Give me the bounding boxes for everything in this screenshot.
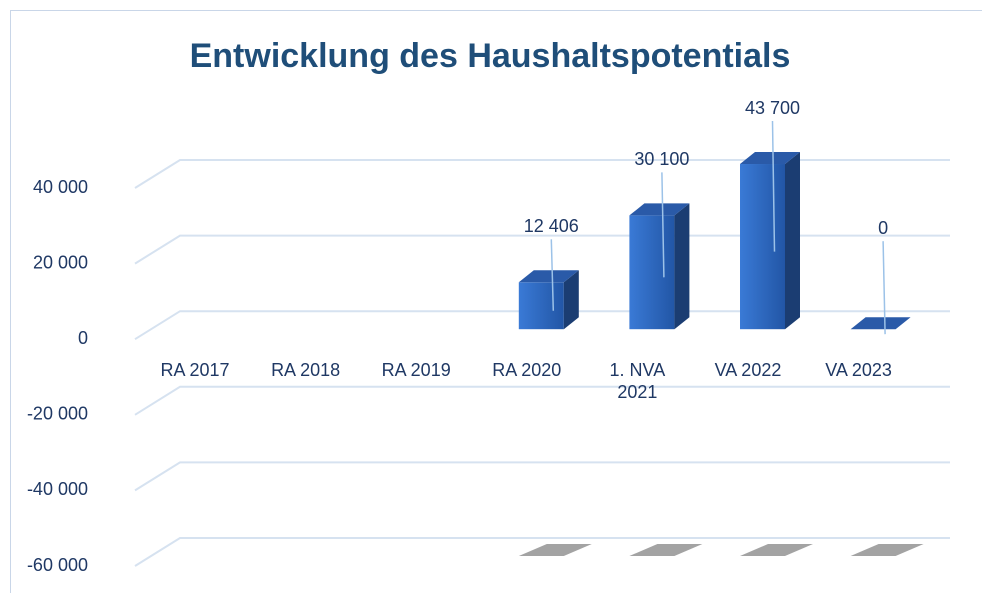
bar <box>518 270 592 556</box>
bar-front <box>740 164 785 330</box>
bar-shadow <box>740 544 813 556</box>
grid-line <box>134 461 950 492</box>
y-tick-label: 0 <box>78 328 88 348</box>
value-label: 43 700 <box>745 98 800 118</box>
y-tick-label: -60 000 <box>27 555 88 575</box>
chart-border <box>10 10 982 593</box>
leader-line <box>771 121 776 252</box>
x-tick-label: RA 2020 <box>492 360 562 380</box>
bar-side <box>785 152 800 330</box>
grid-line <box>134 537 950 567</box>
grid-line <box>134 159 950 189</box>
leader-line <box>661 172 665 278</box>
y-tick-label: -20 000 <box>27 404 88 424</box>
x-tick-label: 1. NVA 2021 <box>609 360 666 402</box>
bar-front <box>518 282 564 330</box>
grid-line <box>134 310 950 341</box>
grid-line <box>134 234 950 265</box>
leader-line <box>550 239 555 311</box>
x-tick-label: RA 2017 <box>160 360 230 380</box>
chart-title: Entwicklung des Haushaltspotentials <box>190 37 791 75</box>
bar-top <box>740 152 800 165</box>
value-label: 0 <box>878 218 888 238</box>
bar-shadow <box>518 544 592 556</box>
bar <box>850 317 924 556</box>
y-tick-label: -40 000 <box>27 479 88 499</box>
bar-shadow <box>850 544 924 556</box>
bar <box>629 203 703 556</box>
x-tick-label: RA 2019 <box>381 360 451 380</box>
x-tick-label: VA 2023 <box>825 360 892 380</box>
bar <box>740 152 813 556</box>
value-label: 30 100 <box>634 149 689 169</box>
bar-front <box>629 215 675 330</box>
x-tick-label: VA 2022 <box>714 360 782 380</box>
bar-top <box>518 270 579 283</box>
bar-shadow <box>629 544 703 556</box>
bar-side <box>674 203 690 330</box>
bar-top <box>850 317 911 330</box>
y-tick-label: 20 000 <box>33 252 88 272</box>
grid-line <box>134 385 950 416</box>
x-tick-label: RA 2018 <box>271 360 341 380</box>
leader-line <box>882 241 886 335</box>
bar-top <box>629 203 690 216</box>
y-tick-label: 40 000 <box>33 177 88 197</box>
bar-side <box>563 270 579 330</box>
value-label: 12 406 <box>524 216 579 236</box>
